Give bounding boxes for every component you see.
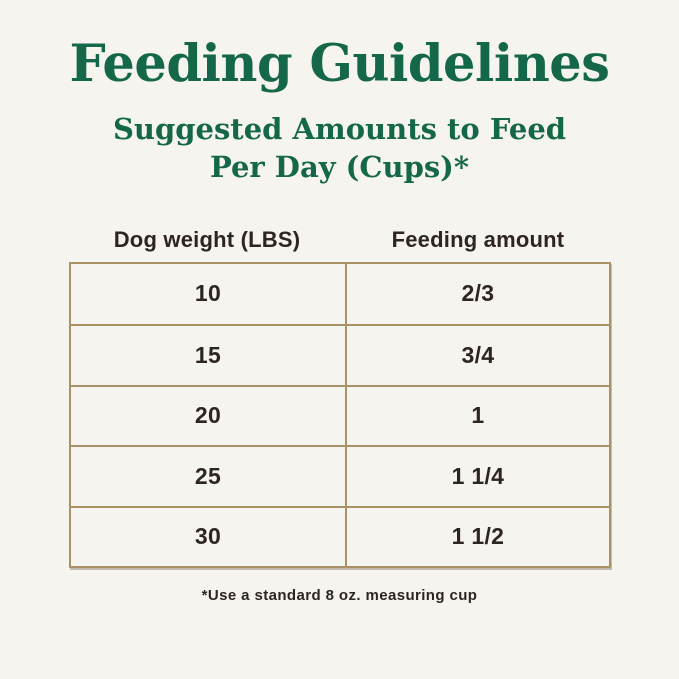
table-row: 30 1 1/2 bbox=[70, 505, 609, 567]
subtitle-line-1: Suggested Amounts to Feed bbox=[112, 112, 567, 147]
dog-weight-cell: 25 bbox=[194, 462, 222, 489]
table-row: 10 2/3 bbox=[71, 263, 609, 325]
table-row: 25 1 1/4 bbox=[70, 445, 609, 506]
page-subtitle: Suggested Amounts to Feed Per Day (Cups)… bbox=[113, 111, 566, 186]
dog-weight-cell: 10 bbox=[194, 280, 222, 307]
column-header-feeding-amount: Feeding amount bbox=[391, 226, 565, 252]
feeding-amount-cell: 2/3 bbox=[345, 263, 608, 325]
dog-weight-cell: 30 bbox=[194, 523, 222, 550]
feeding-amount-cell: 1 bbox=[345, 386, 608, 446]
dog-weight-cell: 20 bbox=[194, 402, 222, 429]
feeding-table: Dog weight (LBS) Feeding amount 10 2/3 15 3… bbox=[68, 227, 611, 569]
table-row: 20 1 bbox=[70, 384, 609, 446]
column-header-dog-weight: Dog weight (LBS) bbox=[113, 226, 301, 252]
measuring-cup-footnote: *Use a standard 8 oz. measuring cup bbox=[201, 587, 478, 605]
feeding-amount-cell: 1 1/4 bbox=[345, 447, 608, 506]
page-title: Feeding Guidelines bbox=[69, 34, 610, 94]
subtitle-line-2: Per Day (Cups)* bbox=[209, 149, 470, 184]
feeding-table-body: 10 2/3 15 3/4 20 1 25 1 1/4 30 1 1/2 bbox=[68, 261, 611, 569]
feeding-amount-cell: 3/4 bbox=[345, 326, 608, 385]
table-header-row: Dog weight (LBS) Feeding amount bbox=[69, 227, 611, 253]
dog-weight-cell: 15 bbox=[194, 341, 222, 368]
table-row: 15 3/4 bbox=[70, 324, 609, 385]
feeding-amount-cell: 1 1/2 bbox=[345, 507, 608, 567]
